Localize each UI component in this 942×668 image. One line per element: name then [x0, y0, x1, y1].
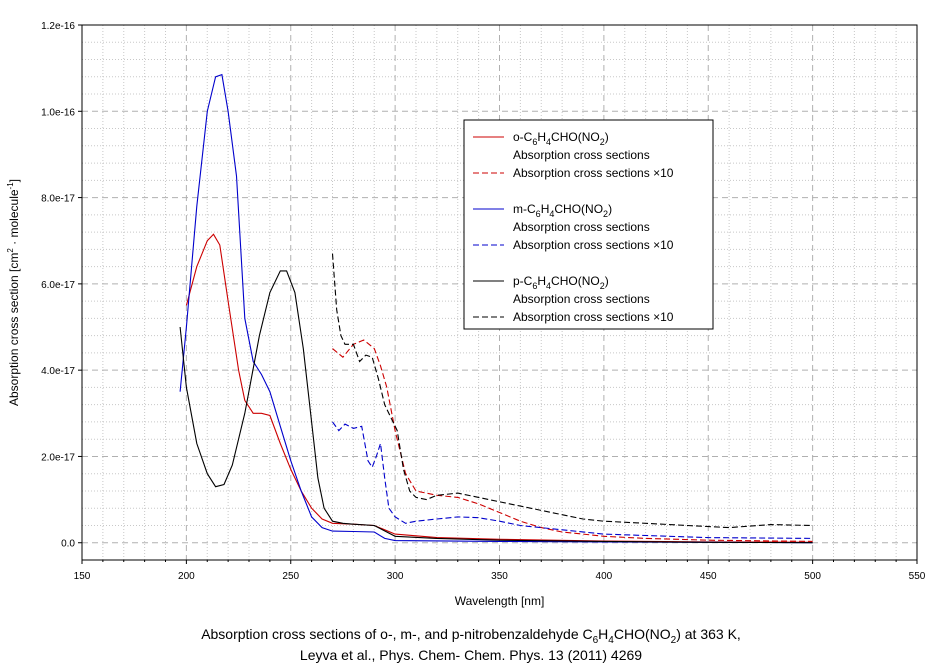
legend-solid-label: Absorption cross sections: [513, 220, 650, 234]
y-tick-label: 4.0e-17: [41, 366, 75, 377]
axis-ticks: 150 200 250 300 350 400 450 500 550 0.0 2.0e-17 4.0…: [41, 21, 926, 582]
x-tick-label: 500: [804, 571, 821, 582]
legend-dashed-label: Absorption cross sections ×10: [513, 238, 674, 252]
caption-subscript: 2: [670, 634, 677, 646]
series-line-o-solid: [185, 233, 813, 543]
x-tick-label: 350: [491, 571, 508, 582]
x-tick-label: 250: [282, 571, 299, 582]
legend-compound-label: m-C6H4CHO(NO2): [513, 202, 612, 219]
series-lines: [179, 73, 813, 544]
y-tick-label: 2.0e-17: [41, 452, 75, 463]
legend-dashed-label: Absorption cross sections ×10: [513, 166, 674, 180]
legend-dashed-label: Absorption cross sections ×10: [513, 310, 674, 324]
x-tick-label: 450: [700, 571, 717, 582]
caption-text: H: [598, 626, 609, 642]
x-tick-label: 550: [909, 571, 926, 582]
x-tick-label: 400: [596, 571, 613, 582]
series-line-o-dashed: [332, 339, 813, 542]
y-tick-label: 1.0e-16: [41, 107, 75, 118]
legend-box: [463, 119, 714, 330]
legend-solid-label: Absorption cross sections: [513, 148, 650, 162]
legend-solid-label: Absorption cross sections: [513, 292, 650, 306]
x-axis-title: Wavelength [nm]: [455, 594, 545, 608]
y-tick-label: 0.0: [61, 539, 75, 550]
y-tick-label: 6.0e-17: [41, 280, 75, 291]
y-tick-label: 1.2e-16: [41, 21, 75, 32]
x-tick-label: 300: [387, 571, 404, 582]
series-line-m-solid: [179, 73, 813, 544]
series-line-p-dashed: [331, 253, 813, 529]
legend-compound-label: o-C6H4CHO(NO2): [513, 130, 609, 147]
caption-subscript: 6: [592, 634, 599, 646]
series-line-m-dashed: [332, 421, 813, 539]
legend-compound-label: p-C6H4CHO(NO2): [513, 274, 609, 291]
caption-line-1: Absorption cross sections of o-, m-, and…: [0, 626, 942, 646]
series-line-p-solid: [179, 270, 813, 544]
legend: o-C6H4CHO(NO2)Absorption cross sectionsA…: [463, 119, 714, 330]
y-tick-label: 8.0e-17: [41, 194, 75, 205]
caption-text: CHO(NO: [613, 626, 671, 642]
caption-text: Absorption cross sections of o-, m-, and…: [201, 626, 593, 642]
caption-line-2: Leyva et al., Phys. Chem- Chem. Phys. 13…: [299, 647, 643, 663]
y-axis-title: Absorption cross section [cm2 · molecule…: [6, 179, 21, 406]
caption-text: ) at 363 K,: [676, 626, 741, 642]
x-tick-label: 200: [178, 571, 195, 582]
caption-subscript: 4: [608, 634, 614, 646]
x-tick-label: 150: [74, 571, 91, 582]
